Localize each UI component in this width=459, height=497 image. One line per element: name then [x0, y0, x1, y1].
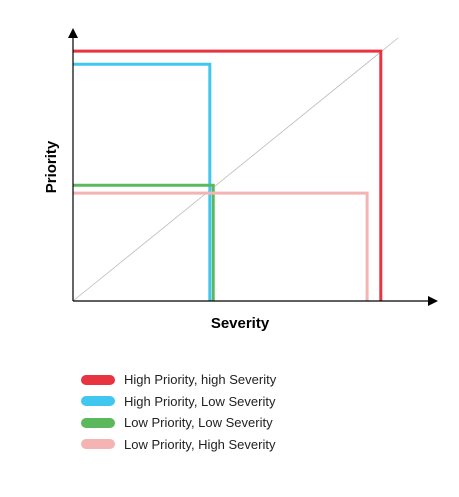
legend-swatch — [81, 439, 115, 450]
quadrant-outline-high-priority-high-severity — [73, 49, 383, 301]
priority-severity-diagram: Severity Priority — [43, 28, 438, 332]
legend: High Priority, high Severity High Priorit… — [81, 369, 276, 455]
y-axis-arrowhead — [68, 28, 78, 38]
legend-label: Low Priority, High Severity — [124, 436, 276, 452]
quadrant-outline-low-priority-high-severity — [73, 191, 369, 301]
x-axis-arrowhead — [428, 296, 438, 306]
legend-item: Low Priority, Low Severity — [81, 412, 276, 434]
legend-item: High Priority, high Severity — [81, 369, 276, 391]
x-axis-label: Severity — [211, 315, 270, 332]
quadrant-outlines — [73, 49, 383, 301]
quadrant-outline-high-priority-low-severity — [73, 62, 212, 301]
diagonal-reference-line — [72, 37, 399, 302]
legend-label: High Priority, Low Severity — [124, 393, 276, 409]
legend-item: Low Priority, High Severity — [81, 434, 276, 456]
legend-label: Low Priority, Low Severity — [124, 415, 273, 431]
legend-swatch — [81, 374, 115, 385]
quadrant-outline-low-priority-low-severity — [73, 183, 215, 301]
legend-label: High Priority, high Severity — [124, 372, 277, 388]
legend-swatch — [81, 417, 115, 428]
legend-item: High Priority, Low Severity — [81, 391, 276, 413]
legend-swatch — [81, 396, 115, 407]
y-axis-label: Priority — [43, 140, 60, 193]
